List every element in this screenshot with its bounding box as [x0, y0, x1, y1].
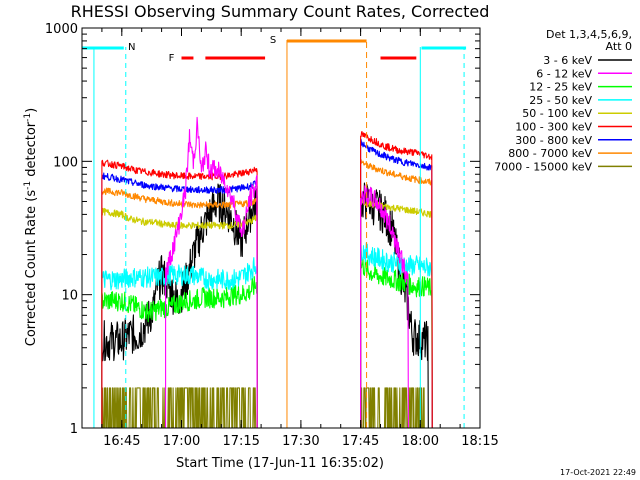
series-line-6-12-kev-seg1 — [165, 116, 258, 429]
legend-header-line: Att 0 — [606, 40, 632, 53]
x-tick-label: 18:00 — [402, 434, 439, 449]
y-tick-label: 10 — [61, 289, 78, 304]
axes: 16:45 17:00 17:15 17:30 17:45 18:00 18:15 1 10 10… — [45, 22, 499, 449]
x-tick-label: 18:15 — [461, 434, 498, 449]
plot-background — [82, 28, 480, 428]
y-axis-label-sup2: -1 — [23, 113, 33, 122]
x-tick-label: 16:45 — [103, 434, 140, 449]
y-tick-label: 1 — [70, 422, 78, 437]
legend-label: 300 - 800 keV — [515, 134, 592, 147]
x-tick-label: 17:30 — [282, 434, 319, 449]
x-tick-label: 17:45 — [342, 434, 379, 449]
series-line-100-300-kev-seg1 — [101, 159, 258, 428]
chart-title: RHESSI Observing Summary Count Rates, Co… — [71, 2, 490, 21]
data-layer — [101, 116, 433, 429]
legend-label: 100 - 300 keV — [515, 121, 592, 134]
y-axis-label: Corrected Count Rate (s-1 detector-1) — [23, 108, 39, 346]
x-tick-label: 17:00 — [163, 434, 200, 449]
legend-label: 6 - 12 keV — [536, 67, 592, 80]
flag-label-s: S — [270, 35, 276, 46]
flag-label-n: N — [128, 42, 135, 53]
y-tick-label: 1000 — [45, 22, 78, 37]
y-axis-label-part2: detector — [24, 121, 39, 181]
y-axis-label-part1: Corrected Count Rate (s — [24, 190, 39, 347]
y-axis-label-sup1: -1 — [23, 181, 33, 190]
series-line-25-50-kev-seg1 — [101, 257, 258, 428]
series-line-6-12-kev-seg2 — [360, 185, 409, 429]
legend-label: 50 - 100 keV — [522, 107, 592, 120]
legend-label: 3 - 6 keV — [543, 54, 592, 67]
plot-area — [82, 28, 480, 428]
legend-label: 25 - 50 keV — [529, 94, 592, 107]
y-axis-label-part3: ) — [24, 108, 39, 113]
legend-label: 800 - 7000 keV — [508, 147, 592, 160]
overlay-layer: N F S — [82, 35, 467, 428]
legend-label: 12 - 25 keV — [529, 81, 592, 94]
series-line-12-25-kev-seg1 — [101, 276, 258, 428]
flag-label-f: F — [169, 53, 175, 64]
legend-label: 7000 - 15000 keV — [494, 160, 592, 173]
timestamp: 17-Oct-2021 22:49 — [560, 468, 636, 477]
series-line-300-800-kev-seg1 — [101, 172, 258, 428]
legend-header-line: Det 1,3,4,5,6,9, — [546, 28, 632, 41]
x-axis-label: Start Time (17-Jun-11 16:35:02) — [176, 456, 384, 471]
x-tick-label: 17:15 — [222, 434, 259, 449]
y-tick-label: 100 — [53, 155, 78, 170]
